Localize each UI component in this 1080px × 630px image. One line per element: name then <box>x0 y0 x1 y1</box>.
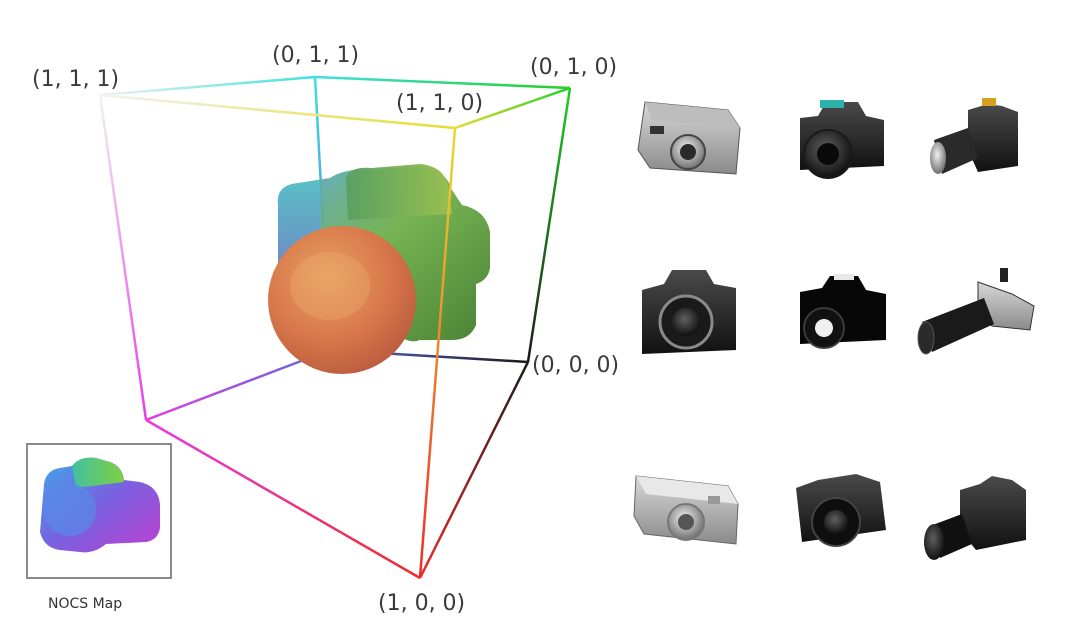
corner-label-111: (1, 1, 1) <box>32 67 119 92</box>
camera-grid <box>633 98 1035 560</box>
inset-caption: NOCS Map <box>48 596 122 612</box>
cube-edge <box>145 348 331 422</box>
corner-label-010: (0, 1, 0) <box>530 55 617 80</box>
cube-edge <box>145 418 421 580</box>
camera-thumb-dslr-black <box>800 274 886 349</box>
corner-label-100: (1, 0, 0) <box>378 591 465 616</box>
cube-edge <box>418 127 457 579</box>
corner-label-011: (0, 1, 1) <box>272 43 359 68</box>
camera-thumb-compact-silver <box>633 475 739 545</box>
camera-thumb-long-lens <box>917 268 1035 355</box>
nocs-cube: (1, 1, 1) (0, 1, 1) (0, 1, 0) (1, 1, 0) … <box>32 43 619 616</box>
cube-edge <box>314 75 571 90</box>
camera-thumb-dslr-zoom <box>930 98 1018 174</box>
inset-nocs-blob <box>40 457 160 553</box>
cube-edge <box>99 75 316 97</box>
nocs-camera-blob <box>268 164 490 374</box>
corner-label-000: (0, 0, 0) <box>532 353 619 378</box>
camera-thumb-dslr-side-black <box>924 476 1026 560</box>
cube-edge <box>454 86 571 130</box>
camera-thumb-dslr-front-black <box>642 270 736 354</box>
corner-label-110: (1, 1, 0) <box>396 91 483 116</box>
cube-edge <box>98 94 148 421</box>
camera-thumb-bridge-black <box>796 474 886 547</box>
nocs-map-inset: NOCS Map <box>26 443 172 612</box>
camera-thumb-compact-gray <box>637 101 741 175</box>
camera-thumb-dslr-dark <box>800 100 884 179</box>
cube-edge <box>99 93 456 130</box>
cube-edge <box>526 87 572 363</box>
cube-edge <box>418 361 530 579</box>
